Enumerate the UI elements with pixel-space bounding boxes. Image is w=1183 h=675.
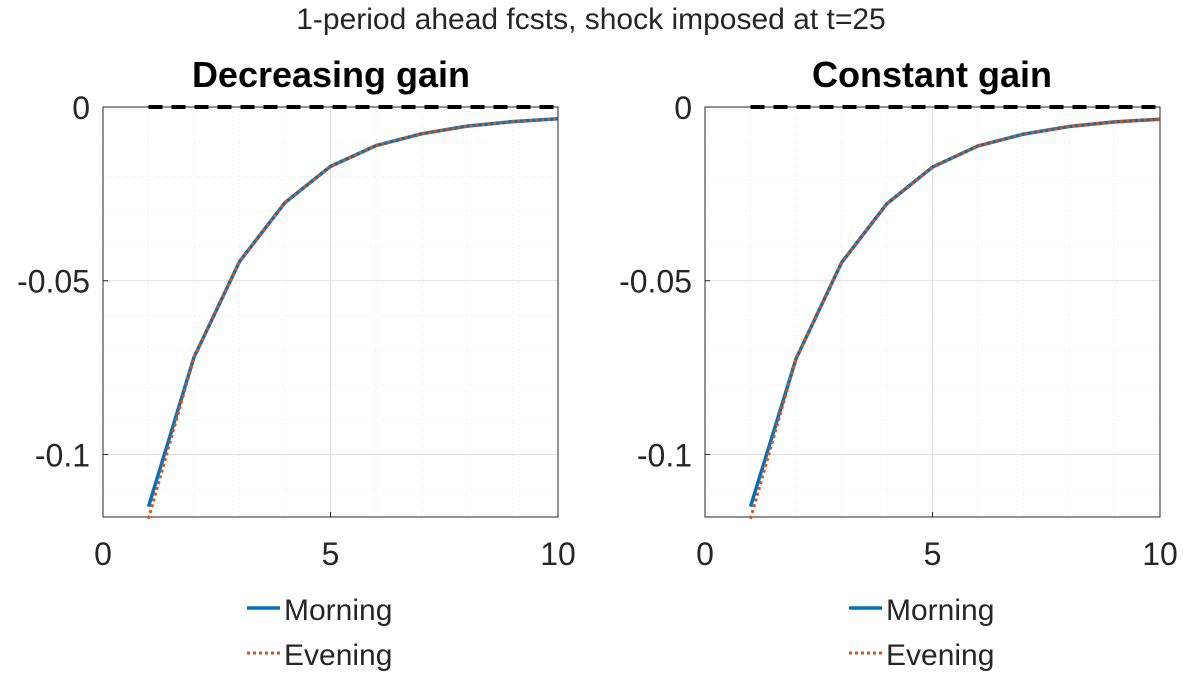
legend-label-morning: Morning bbox=[284, 594, 392, 627]
y-tick-label: -0.1 bbox=[637, 437, 692, 473]
legend-label-morning: Morning bbox=[886, 594, 994, 627]
y-tick-label: -0.1 bbox=[35, 437, 90, 473]
y-tick-label: -0.05 bbox=[17, 264, 90, 300]
x-tick-label: 10 bbox=[1142, 536, 1178, 572]
series-line-evening bbox=[147, 117, 559, 520]
legend-label-evening: Evening bbox=[886, 639, 994, 672]
panel-title: Decreasing gain bbox=[192, 54, 470, 95]
x-tick-label: 0 bbox=[696, 536, 714, 572]
y-tick-label: -0.05 bbox=[619, 264, 692, 300]
x-tick-label: 10 bbox=[540, 536, 576, 572]
series-line-evening bbox=[749, 117, 1161, 520]
legend-label-evening: Evening bbox=[284, 639, 392, 672]
chart-panel-2: 0 5 10 -0.1 -0.05 0 Constant gain Morning Evenin… bbox=[619, 54, 1178, 672]
chart-panel-1: 0 5 10 -0.1 -0.05 0 Decreasing gain Morning Even… bbox=[17, 54, 576, 672]
x-tick-label: 5 bbox=[322, 536, 340, 572]
x-tick-label: 0 bbox=[94, 536, 112, 572]
x-tick-label: 5 bbox=[924, 536, 942, 572]
panel-title: Constant gain bbox=[812, 54, 1052, 95]
figure-suptitle: 1-period ahead fcsts, shock imposed at t… bbox=[296, 3, 886, 36]
y-tick-label: 0 bbox=[674, 90, 692, 126]
y-tick-label: 0 bbox=[72, 90, 90, 126]
